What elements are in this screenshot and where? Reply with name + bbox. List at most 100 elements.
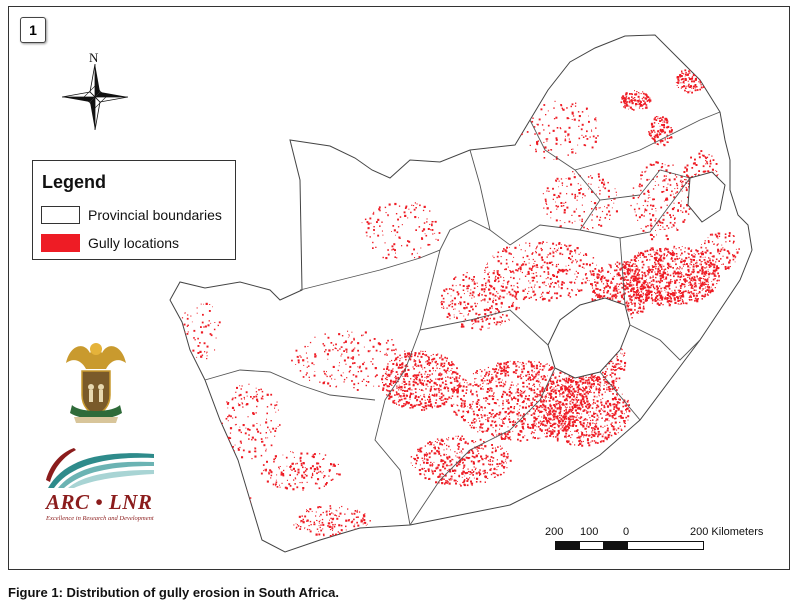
gully-point <box>390 379 392 382</box>
gully-point <box>661 280 663 282</box>
gully-point <box>703 272 706 275</box>
gully-point <box>459 385 462 387</box>
gully-point <box>436 466 439 469</box>
gully-point <box>586 425 588 427</box>
gully-point <box>690 156 692 159</box>
gully-point <box>409 396 411 399</box>
gully-point <box>561 386 563 388</box>
gully-point <box>556 424 558 425</box>
gully-point <box>665 126 667 128</box>
gully-point <box>625 96 628 98</box>
gully-point <box>270 444 273 447</box>
gully-point <box>254 450 257 453</box>
gully-point <box>229 437 232 439</box>
gully-point <box>386 385 388 387</box>
gully-point <box>493 436 495 438</box>
gully-point <box>566 387 569 390</box>
gully-point <box>434 361 436 363</box>
gully-point <box>657 290 659 292</box>
gully-point <box>677 275 680 278</box>
gully-point <box>601 394 603 396</box>
gully-point <box>439 368 441 370</box>
gully-point <box>409 358 412 360</box>
gully-point <box>507 374 510 377</box>
gully-point <box>588 280 590 282</box>
gully-point <box>606 429 609 432</box>
gully-point <box>609 374 612 376</box>
gully-point <box>493 256 495 259</box>
gully-point <box>490 286 492 288</box>
gully-point <box>401 371 403 373</box>
gully-point <box>644 102 647 105</box>
gully-point <box>625 106 626 108</box>
gully-point <box>548 283 549 285</box>
gully-point <box>386 389 389 392</box>
gully-point <box>623 352 626 354</box>
gully-point <box>244 398 245 400</box>
gully-point <box>473 442 475 444</box>
gully-point <box>604 436 607 439</box>
gully-point <box>534 265 536 267</box>
gully-point <box>556 438 559 441</box>
gully-point <box>384 372 387 375</box>
gully-point <box>651 265 654 267</box>
gully-point <box>551 411 554 413</box>
gully-point <box>517 418 519 420</box>
gully-point <box>677 80 679 82</box>
gully-point <box>459 451 461 453</box>
gully-point <box>585 393 587 395</box>
gully-point <box>426 455 428 457</box>
gully-point <box>517 432 520 435</box>
gully-point <box>529 376 531 379</box>
gully-point <box>620 429 623 431</box>
gully-point <box>689 77 690 79</box>
gully-point <box>625 263 628 266</box>
gully-point <box>392 400 395 403</box>
gully-point <box>482 463 485 466</box>
gully-point <box>546 262 549 265</box>
gully-point <box>443 365 446 367</box>
gully-point <box>439 397 442 400</box>
gully-point <box>410 378 412 380</box>
gully-point <box>498 414 500 416</box>
gully-point <box>637 272 639 274</box>
gully-point <box>626 306 628 308</box>
gully-point <box>683 263 686 265</box>
gully-point <box>657 270 660 273</box>
gully-point <box>435 399 438 401</box>
gully-point <box>690 68 692 69</box>
gully-point <box>423 458 426 460</box>
gully-point <box>546 430 549 432</box>
gully-point <box>630 99 632 102</box>
gully-point <box>531 272 533 274</box>
gully-point <box>571 421 574 424</box>
gully-point <box>695 71 697 73</box>
gully-point <box>544 433 545 435</box>
gully-point <box>680 79 683 81</box>
gully-point <box>405 358 407 361</box>
gully-point <box>612 425 615 428</box>
gully-point <box>669 280 671 282</box>
gully-point <box>534 417 537 419</box>
gully-point <box>536 388 539 390</box>
gully-point <box>548 410 551 413</box>
gully-point <box>429 404 432 407</box>
gully-point <box>592 376 595 379</box>
gully-point <box>548 368 551 371</box>
gully-point <box>593 416 596 418</box>
gully-point <box>628 304 630 306</box>
gully-point <box>436 438 439 440</box>
gully-point <box>591 285 593 287</box>
gully-point <box>556 292 559 295</box>
gully-point <box>520 374 522 376</box>
gully-point <box>543 399 545 402</box>
gully-point <box>534 409 536 411</box>
gully-point <box>623 269 625 271</box>
gully-point <box>487 366 489 369</box>
gully-point <box>461 452 463 454</box>
gully-point <box>255 387 257 389</box>
gully-point <box>664 268 667 271</box>
gully-point <box>644 274 646 276</box>
gully-point <box>631 283 633 285</box>
gully-point <box>548 364 550 366</box>
